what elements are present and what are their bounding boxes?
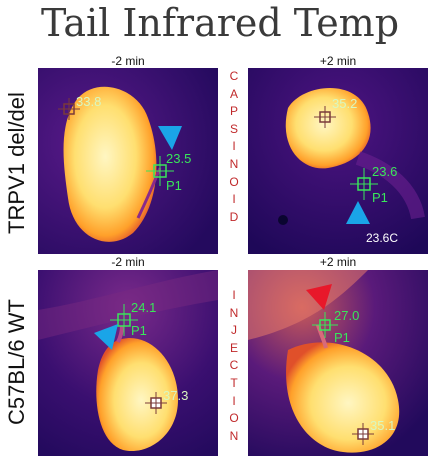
thermal-image-wt-after: 27.0 P1 35.1 (248, 270, 428, 456)
red-arrow-icon (306, 284, 332, 310)
tail-temp-reading: 24.1 (131, 300, 156, 315)
body-temp-marker: 35.2 (314, 96, 357, 128)
point-label: P1 (131, 323, 147, 338)
body-temp-reading: 35.2 (332, 96, 357, 111)
body-temp-reading: 37.3 (163, 388, 188, 403)
tail-temp-reading: 23.5 (166, 151, 191, 166)
blue-arrow-icon (346, 201, 370, 224)
blue-arrow-icon (158, 126, 182, 150)
thermal-image-wt-before: 24.1 P1 37.3 (38, 270, 218, 456)
body-temp-reading: 35.1 (370, 418, 395, 433)
thermal-image-trpv1-after: 35.2 23.6 P1 23.6C (248, 68, 428, 254)
row-label-c57bl6: C57BL/6 WT (4, 299, 29, 425)
col-label-top-right: +2 min (319, 54, 357, 68)
tail-temp-marker: 23.5 P1 (146, 151, 191, 193)
thermal-image-trpv1-before: 33.8 23.5 P1 (38, 68, 218, 254)
temperature-readout: 23.6C (366, 231, 398, 245)
body-temp-marker: 37.3 (145, 388, 188, 414)
body-temp-reading: 33.8 (76, 94, 101, 109)
point-label: P1 (334, 330, 350, 345)
tail-temp-marker: 27.0 P1 (312, 308, 359, 345)
col-label-top-left: -2 min (111, 54, 145, 68)
page-title: Tail Infrared Temp (40, 1, 400, 45)
blue-arrow-icon (94, 324, 118, 350)
row-label-trpv1: TRPV1 del/del (4, 92, 29, 234)
point-label: P1 (166, 178, 182, 193)
point-label: P1 (372, 190, 388, 205)
col-label-bottom-left: -2 min (111, 255, 145, 269)
tail-temp-reading: 23.6 (372, 164, 397, 179)
col-label-bottom-right: +2 min (319, 255, 357, 269)
tail-temp-marker: 24.1 P1 (110, 300, 156, 338)
tail-temp-reading: 27.0 (334, 308, 359, 323)
body-temp-marker: 33.8 (58, 94, 101, 120)
body-temp-marker: 35.1 (352, 418, 395, 445)
tail-temp-marker: 23.6 P1 (350, 164, 397, 205)
